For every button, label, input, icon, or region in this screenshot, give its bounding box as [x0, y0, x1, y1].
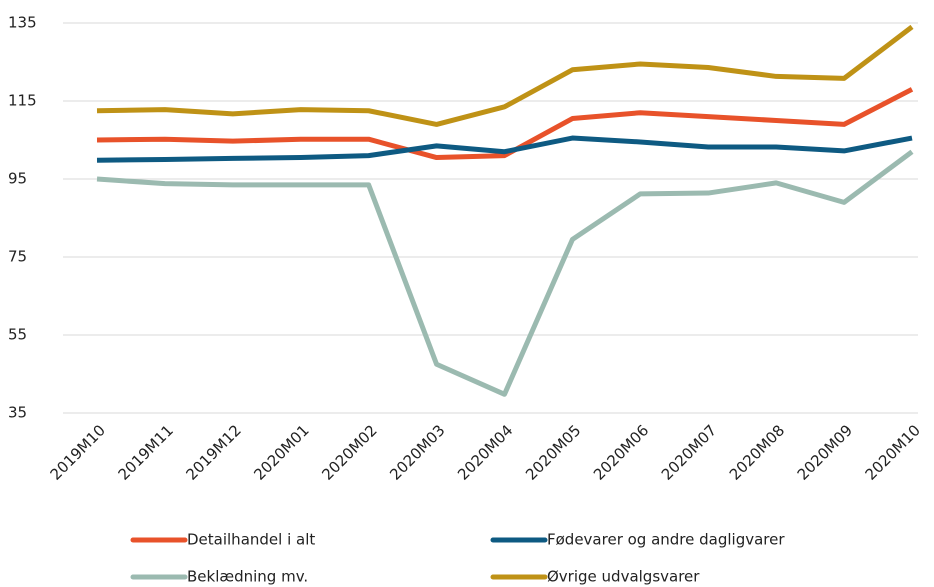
x-tick-label: 2020M08: [726, 421, 788, 483]
x-tick-label: 2020M06: [590, 421, 652, 483]
legend-label: Detailhandel i alt: [187, 531, 315, 549]
x-tick-label: 2020M07: [658, 421, 720, 483]
series-line: [96, 24, 914, 127]
x-tick-label: 2020M03: [386, 421, 448, 483]
legend-label: Øvrige udvalgsvarer: [547, 568, 700, 586]
x-tick-label: 2019M12: [182, 421, 244, 483]
y-tick-label: 95: [8, 170, 27, 188]
x-tick-label: 2020M10: [862, 421, 924, 483]
legend-label: Fødevarer og andre dagligvarer: [547, 531, 785, 549]
x-tick-label: 2020M02: [318, 421, 380, 483]
series-line: [96, 149, 914, 397]
series-line: [96, 135, 913, 163]
y-tick-label: 115: [8, 92, 37, 110]
x-tick-label: 2020M01: [250, 421, 312, 483]
x-tick-label: 2019M11: [115, 421, 177, 483]
x-tick-label: 2019M10: [47, 421, 109, 483]
y-tick-label: 75: [8, 248, 27, 266]
y-tick-label: 55: [8, 326, 27, 344]
x-tick-label: 2020M09: [794, 421, 856, 483]
x-tick-label: 2020M04: [454, 421, 516, 483]
legend-label: Beklædning mv.: [187, 568, 308, 586]
series-line: [96, 87, 914, 161]
y-tick-label: 35: [8, 404, 27, 422]
y-tick-label: 135: [8, 14, 37, 32]
x-tick-label: 2020M05: [522, 421, 584, 483]
